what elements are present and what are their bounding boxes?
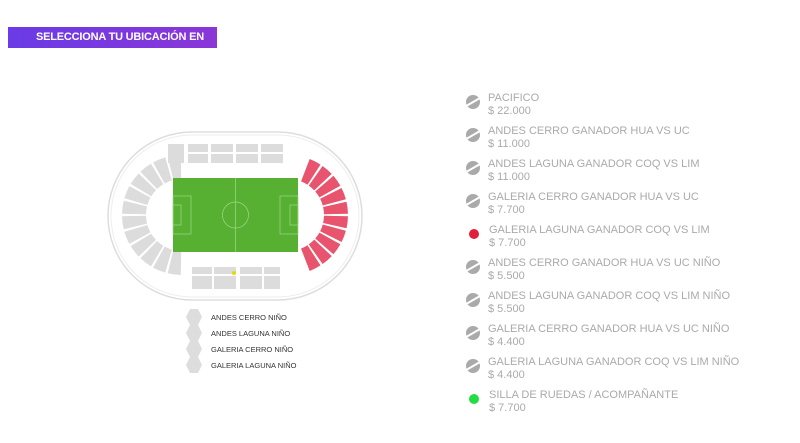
disabled-icon: [466, 194, 480, 208]
section-bottom[interactable]: [192, 276, 212, 289]
zone-name: PACIFICO: [488, 92, 540, 104]
section-left[interactable]: [130, 173, 157, 197]
section-left[interactable]: [124, 225, 151, 244]
section-left[interactable]: [140, 163, 164, 190]
zone-name: ANDES LAGUNA GANADOR COQ VS LIM NIÑO: [488, 290, 731, 302]
section-bottom[interactable]: [214, 276, 236, 289]
map-legend-label: ANDES LAGUNA NIÑO: [211, 328, 291, 338]
section-left[interactable]: [167, 249, 182, 275]
zone-item[interactable]: ANDES LAGUNA GANADOR COQ VS LIM NIÑO $ 5.…: [466, 290, 739, 323]
section-top[interactable]: [261, 144, 283, 152]
zone-name: ANDES CERRO GANADOR HUA VS UC: [488, 125, 690, 137]
zone-price: $ 7.700: [489, 402, 526, 414]
map-legend-label: ANDES CERRO NIÑO: [211, 312, 287, 322]
zone-price: $ 11.000: [488, 138, 531, 150]
section-right[interactable]: [308, 239, 332, 265]
location-marker: [232, 271, 236, 275]
zone-name: GALERIA CERRO GANADOR HUA VS UC NIÑO: [488, 323, 730, 335]
section-left[interactable]: [153, 157, 172, 184]
section-bottom[interactable]: [264, 267, 280, 274]
available-dot-icon: [469, 229, 479, 239]
section-right[interactable]: [323, 201, 348, 215]
page-title: SELECCIONA TU UBICACIÓN EN EL MAPA: [8, 27, 217, 64]
disabled-icon: [466, 326, 480, 340]
section-bottom[interactable]: [240, 276, 262, 289]
section-bottom[interactable]: [264, 276, 280, 289]
section-left[interactable]: [122, 215, 148, 230]
zone-price: $ 4.400: [488, 369, 525, 381]
section-right[interactable]: [323, 215, 348, 229]
map-legend-label: GALERIA CERRO NIÑO: [211, 344, 294, 354]
zone-item[interactable]: GALERIA LAGUNA GANADOR COQ VS LIM NIÑO $ …: [466, 356, 739, 389]
map-legend-item: GALERIA CERRO NIÑO: [186, 341, 296, 357]
disabled-icon: [466, 128, 480, 142]
zone-item[interactable]: ANDES CERRO GANADOR HUA VS UC NIÑO $ 5.50…: [466, 257, 739, 290]
map-legend-item: ANDES LAGUNA NIÑO: [186, 325, 296, 341]
zone-item[interactable]: GALERIA CERRO GANADOR HUA VS UC $ 7.700: [466, 191, 739, 224]
disabled-icon: [466, 359, 480, 373]
hexagon-icon: [186, 357, 202, 373]
section-top[interactable]: [168, 144, 184, 163]
zone-price: $ 5.500: [488, 303, 525, 315]
zone-name: GALERIA LAGUNA GANADOR COQ VS LIM: [489, 224, 710, 236]
stadium-map[interactable]: [100, 125, 370, 305]
zone-item[interactable]: ANDES CERRO GANADOR HUA VS UC $ 11.000: [466, 125, 739, 158]
section-left[interactable]: [124, 186, 151, 205]
section-right[interactable]: [301, 245, 321, 271]
section-top[interactable]: [236, 144, 258, 152]
zone-price: $ 5.500: [488, 270, 525, 282]
section-right[interactable]: [315, 232, 341, 255]
zone-item[interactable]: GALERIA CERRO GANADOR HUA VS UC NIÑO $ 4.…: [466, 323, 739, 356]
football-field: [172, 178, 299, 252]
hexagon-icon: [186, 325, 202, 341]
section-top[interactable]: [188, 144, 208, 152]
hexagon-icon: [186, 341, 202, 357]
map-legend-label: GALERIA LAGUNA NIÑO: [211, 360, 297, 370]
section-bottom[interactable]: [240, 267, 262, 274]
zone-price: $ 11.000: [488, 171, 531, 183]
section-top[interactable]: [261, 154, 283, 163]
section-right[interactable]: [308, 165, 332, 191]
section-left[interactable]: [153, 246, 172, 273]
section-top[interactable]: [236, 154, 258, 163]
section-right[interactable]: [320, 224, 346, 243]
zone-name: ANDES CERRO GANADOR HUA VS UC NIÑO: [488, 257, 721, 269]
section-right[interactable]: [315, 175, 341, 198]
zone-price: $ 22.000: [488, 105, 531, 117]
section-bottom[interactable]: [214, 267, 236, 274]
zone-name: SILLA DE RUEDAS / ACOMPAÑANTE: [489, 389, 679, 401]
zone-name: GALERIA CERRO GANADOR HUA VS UC: [488, 191, 699, 203]
hexagon-icon: [186, 309, 202, 325]
section-top[interactable]: [188, 154, 208, 163]
stadium-outline: [107, 131, 363, 301]
zone-item[interactable]: ANDES LAGUNA GANADOR COQ VS LIM $ 11.000: [466, 158, 739, 191]
stadium-outline-inner: [110, 134, 360, 298]
section-top[interactable]: [211, 154, 233, 163]
section-left[interactable]: [130, 233, 157, 257]
disabled-icon: [466, 260, 480, 274]
section-left[interactable]: [140, 240, 164, 267]
zone-item[interactable]: PACIFICO $ 22.000: [466, 92, 739, 125]
section-left[interactable]: [122, 200, 148, 215]
zone-price: $ 4.400: [488, 336, 525, 348]
zone-name: ANDES LAGUNA GANADOR COQ VS LIM: [488, 158, 700, 170]
disabled-icon: [466, 161, 480, 175]
zone-price: $ 7.700: [488, 204, 525, 216]
zone-price: $ 7.700: [489, 237, 526, 249]
disabled-icon: [466, 95, 480, 109]
section-bottom[interactable]: [192, 267, 212, 274]
map-legend-item: GALERIA LAGUNA NIÑO: [186, 357, 296, 373]
section-right[interactable]: [301, 159, 321, 185]
zone-list: PACIFICO $ 22.000 ANDES CERRO GANADOR HUA …: [466, 92, 739, 422]
disabled-icon: [466, 293, 480, 307]
map-legend-item: ANDES CERRO NIÑO: [186, 309, 296, 325]
zone-item[interactable]: SILLA DE RUEDAS / ACOMPAÑANTE $ 7.700: [466, 389, 739, 422]
section-right[interactable]: [320, 187, 346, 206]
zone-item[interactable]: GALERIA LAGUNA GANADOR COQ VS LIM $ 7.700: [466, 224, 739, 257]
map-legend: ANDES CERRO NIÑO ANDES LAGUNA NIÑO GALERIA…: [186, 309, 296, 373]
zone-name: GALERIA LAGUNA GANADOR COQ VS LIM NIÑO: [488, 356, 740, 368]
section-top[interactable]: [211, 144, 233, 152]
available-dot-icon: [469, 394, 479, 404]
